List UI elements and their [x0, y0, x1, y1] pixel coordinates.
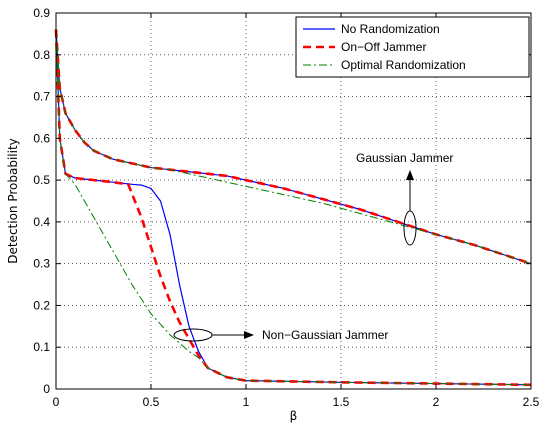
x-tick-label: 0: [53, 395, 60, 409]
series-lines: [54, 29, 532, 387]
legend: No Randomization On−Off Jammer Optimal R…: [295, 16, 530, 78]
gaussian-jammer-label: Gaussian Jammer: [356, 151, 453, 165]
legend-label-no-randomization: No Randomization: [341, 22, 440, 36]
y-tick-label: 0.9: [33, 6, 50, 20]
y-tick-label: 0.5: [33, 173, 50, 187]
plot-frame: [55, 12, 532, 390]
y-tick-label: 0.2: [33, 298, 50, 312]
x-tick-label: 1.5: [333, 395, 350, 409]
annotations: Gaussian Jammer Non−Gaussian Jammer: [173, 151, 453, 342]
legend-label-optimal-randomization: Optimal Randomization: [341, 58, 466, 72]
x-tick-label: 0.5: [143, 395, 160, 409]
series-line-2-0: [55, 29, 532, 265]
y-tick-label: 0.7: [33, 90, 50, 104]
legend-label-on-off-jammer: On−Off Jammer: [341, 40, 426, 54]
non-gaussian-arrow-head: [244, 331, 254, 339]
axis-ticks: 0 0.5 1 1.5 2 2.5 0 0.1 0.2 0.3 0.4 0.5 0.6 0.7 0.8 0.9: [33, 6, 539, 409]
x-tick-label: 1: [243, 395, 250, 409]
y-tick-label: 0.4: [33, 215, 50, 229]
y-axis-label: Detection Probability: [6, 138, 20, 264]
y-tick-label: 0.8: [33, 48, 50, 62]
x-axis-label: β: [290, 409, 298, 423]
gaussian-arrow-head: [406, 170, 414, 180]
series-line-1-1: [54, 29, 532, 387]
x-tick-label: 2.5: [523, 395, 540, 409]
grid-lines: [56, 13, 531, 389]
y-tick-label: 0.1: [33, 340, 50, 354]
y-tick-label: 0.6: [33, 131, 50, 145]
series-line-1-0: [54, 29, 532, 265]
y-tick-label: 0.3: [33, 257, 50, 271]
series-line-2-1: [55, 29, 532, 386]
y-tick-label: 0: [43, 382, 50, 396]
non-gaussian-jammer-label: Non−Gaussian Jammer: [262, 328, 388, 342]
x-tick-label: 2: [433, 395, 440, 409]
